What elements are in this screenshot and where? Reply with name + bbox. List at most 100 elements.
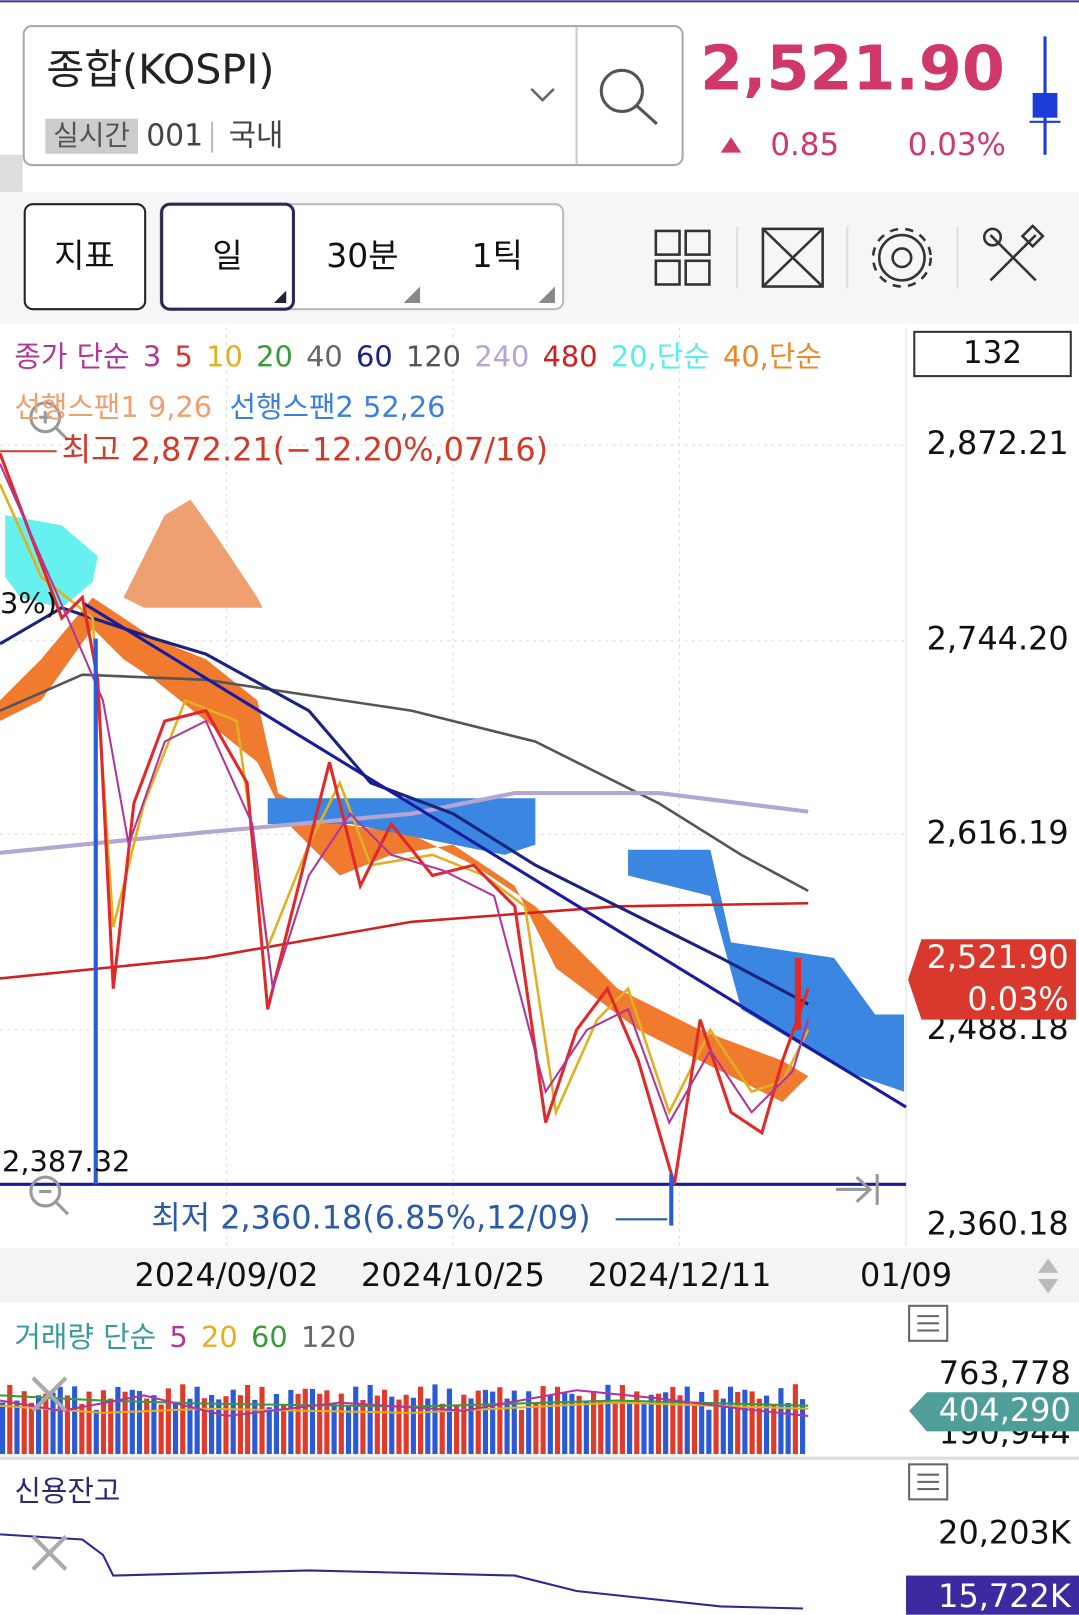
volume-bar-decor [172,1403,179,1455]
period-label[interactable]: 일 [212,236,242,275]
volume-bar-decor [338,1393,344,1455]
credit-line [0,1533,804,1610]
credit-title: 신용잔고 [14,1474,120,1508]
menu-icon[interactable] [908,1463,949,1501]
ma-legend: 종가 단순 3 5 10 20 40 60 120 240 480 20,단순 … [14,340,821,374]
volume-bar-decor [482,1389,489,1455]
close-icon[interactable] [31,1534,68,1571]
volume-bar-decor [57,1386,63,1455]
volume-bar-decor [281,1403,287,1455]
volume-bar-decor [684,1386,690,1455]
volume-ma [0,1394,809,1408]
period-label[interactable]: 1틱 [472,236,523,275]
tools-icon[interactable] [982,224,1045,282]
price-axis-label: 2,744.20 [927,620,1069,658]
corner-mark [273,290,287,304]
volume-bar-decor [237,1395,243,1455]
date-bar [0,1248,1079,1303]
volume-bar-decor [389,1396,395,1455]
volume-bar-decor [381,1389,388,1455]
volume-bar-decor [28,1402,34,1455]
settings-icon[interactable] [871,227,933,288]
volume-bar-decor [403,1394,409,1455]
legend-item: 240 [474,340,529,374]
volume-bar-decor [273,1393,280,1455]
volume-bar-decor [201,1398,207,1455]
search-box[interactable] [22,25,684,167]
volume-bar-decor [727,1386,734,1455]
credit-current: 15,722K [938,1577,1072,1615]
volume-ma [0,1401,809,1414]
date-label: 01/09 [860,1256,952,1294]
volume-bar-decor [432,1384,438,1455]
volume-bar-decor [663,1392,669,1455]
candle-icon [1029,36,1061,155]
volume-bar-decor [742,1389,748,1455]
volume-bar-decor [590,1390,597,1455]
legend-item: 120 [301,1320,356,1354]
scroll-arrows[interactable] [1037,1258,1059,1294]
volume-bar-decor [14,1400,20,1455]
close-icon[interactable] [31,1376,68,1413]
volume-bar-decor [778,1388,784,1455]
volume-bar-decor [706,1409,712,1455]
volume-bar-decor [749,1391,755,1455]
volume-bar-decor [396,1399,402,1455]
volume-bar-decor [72,1386,78,1455]
volume-bar-decor [554,1386,561,1455]
volume-bar-decor [504,1398,510,1455]
volume-bar-decor [324,1390,330,1455]
change-pct: 0.03% [908,127,1006,163]
zoom-icons[interactable] [29,401,879,1216]
volume-bar-decor [252,1399,258,1455]
top-border [0,0,1079,3]
indicator-button[interactable] [23,203,147,311]
fullscreen-icon[interactable] [761,227,824,288]
volume-bar-decor [36,1395,42,1455]
volume-bar-decor [360,1399,366,1455]
volume-bar-decor [288,1389,294,1455]
volume-bar-decor [367,1384,373,1455]
period-label[interactable]: 30분 [326,236,398,275]
legend-item: 10 [206,340,243,374]
volume-bar-decor [309,1388,316,1455]
count-box[interactable] [913,330,1072,378]
volume-bar-decor [792,1384,798,1455]
corner-mark [403,286,421,304]
left-price: 2,387.32 [2,1145,130,1179]
volume-bar-decor [245,1385,251,1455]
cloud-legend: 선행스팬1 9,26 선행스팬2 52,26 [14,390,445,424]
legend-item: 5 [169,1320,187,1354]
volume-bar-decor [497,1387,503,1455]
legend-item: 5 [175,340,193,374]
layout-icon[interactable] [654,229,711,286]
volume-ma [0,1389,809,1418]
legend-item: 60 [356,340,393,374]
period-button-selected[interactable] [160,202,295,311]
legend-item: 120 [406,340,461,374]
volume-bar-decor [129,1389,135,1455]
legend-item: 480 [543,340,598,374]
tag-bg [45,118,138,154]
search-icon[interactable] [599,68,658,126]
volume-bar-decor [122,1391,128,1455]
menu-icon[interactable] [908,1304,949,1342]
volume-bar-decor [655,1393,661,1455]
volume-bar-decor [230,1389,236,1455]
volume-bar-decor [518,1409,525,1455]
volume-bar-decor [79,1403,85,1455]
volume-bar-decor [461,1394,467,1455]
volume-bar-decor [216,1399,222,1455]
volume-bar-decor [194,1386,200,1455]
volume-bar-decor [165,1388,171,1455]
volume-bar-decor [410,1397,416,1455]
volume-bar-decor [569,1393,575,1455]
volume-bar-decor [374,1395,380,1455]
volume-bar-decor [345,1406,352,1455]
date-label: 2024/12/11 [588,1256,772,1294]
volume-bar-decor [7,1384,13,1455]
legend-item: 40 [306,340,343,374]
dropdown-arrow[interactable] [530,87,555,102]
volume-bar-decor [598,1400,604,1455]
